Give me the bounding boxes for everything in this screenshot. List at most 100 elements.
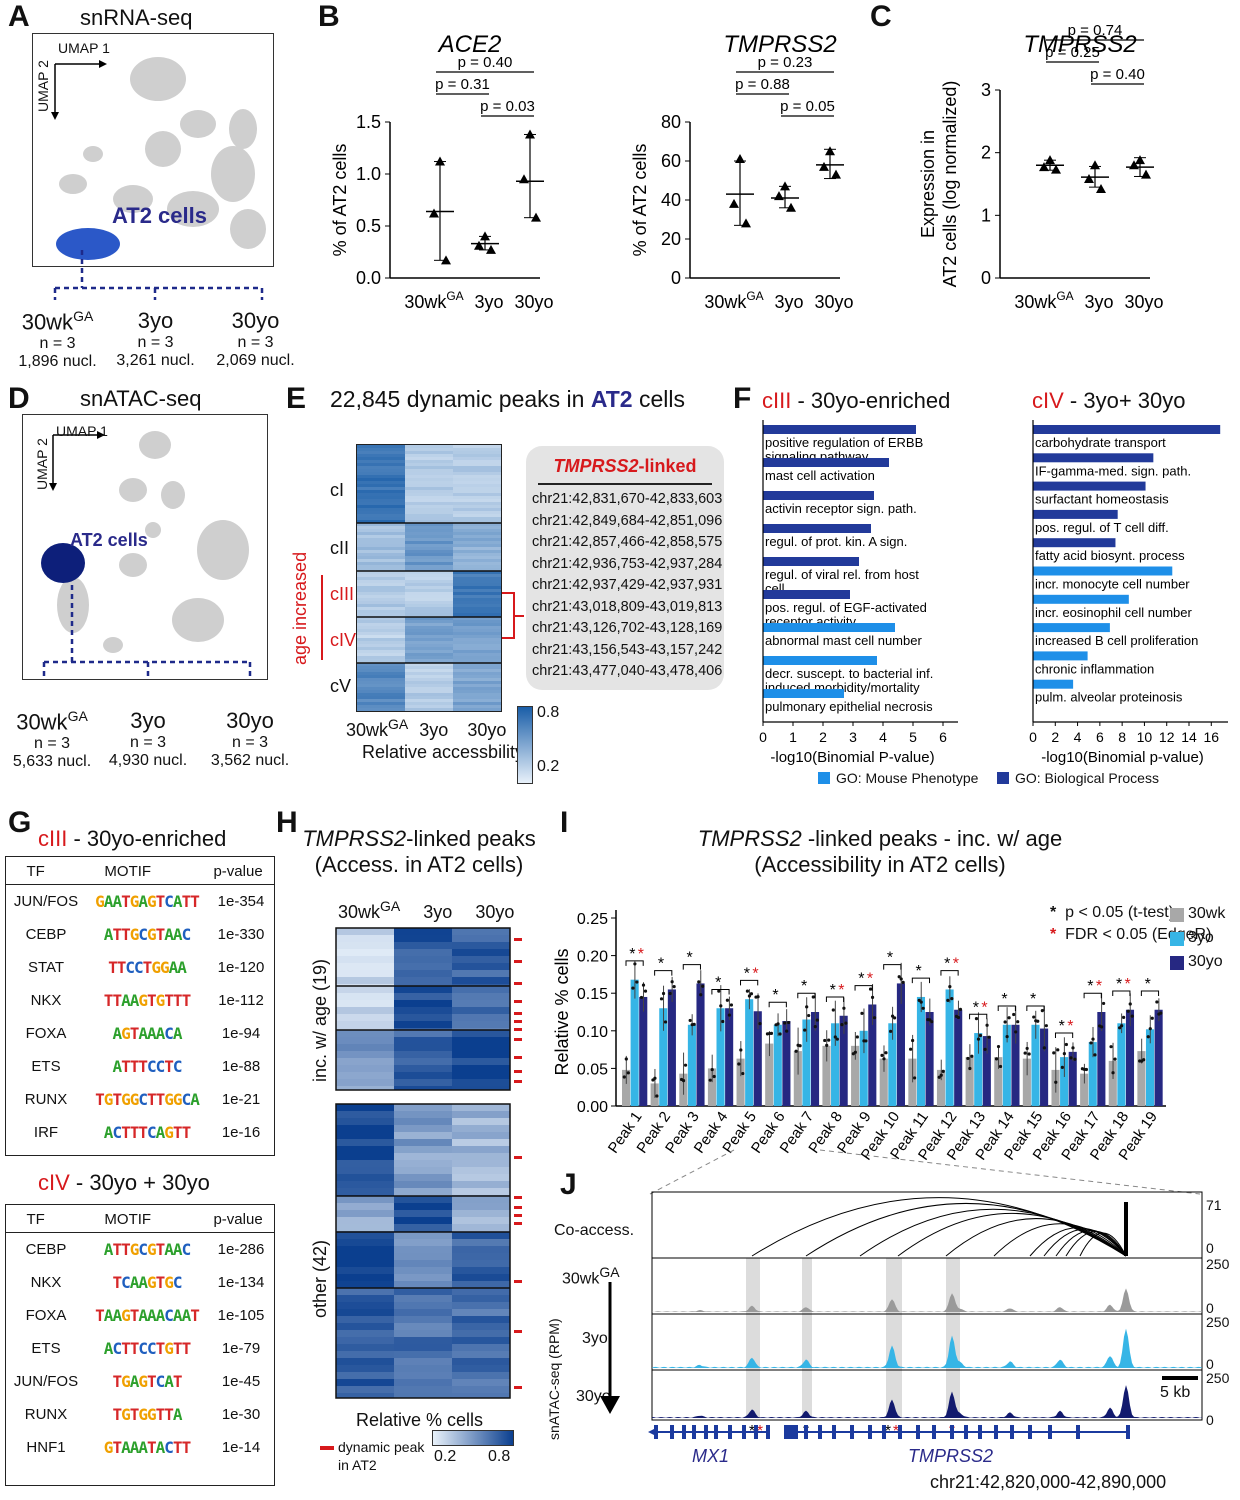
dynamic-peak-mark: [514, 1070, 522, 1073]
pvalue-label: p = 0.88: [735, 76, 790, 93]
bar-point: [783, 1021, 787, 1025]
data-point: [780, 181, 790, 191]
motif-logo: TCAAGTGC: [112, 1273, 182, 1292]
heatmap-cell: [405, 650, 453, 653]
bar-point: [815, 1018, 819, 1022]
x-tick-label: 30yo: [514, 292, 553, 312]
heatmap-cell: [405, 708, 453, 711]
group-a-30yo: 30yo n = 3 2,069 nucl.: [216, 308, 295, 369]
heatmap-cell: [357, 650, 405, 653]
heatmap-cell: [357, 675, 405, 678]
heatmap-h-cell: [452, 949, 510, 956]
heatmap-cell: [453, 595, 501, 598]
heatmap-cell: [453, 520, 501, 523]
heatmap-h-cell: [336, 956, 394, 963]
heatmap-cell: [405, 457, 453, 460]
motif-table-1: TF MOTIF p-value JUN/FOS GAATGAGTCATT 1e-354 C…: [5, 856, 275, 1156]
colorbar-h-min: 0.2: [434, 1448, 457, 1465]
y-tick-label: 40: [661, 190, 681, 210]
go-term-label: mast cell activation: [765, 468, 875, 483]
bar: [868, 1004, 877, 1106]
go-enrichment-charts: positive regulation of ERBB signaling pat…: [759, 420, 1228, 766]
bar: [896, 983, 905, 1106]
sig-bracket: [1112, 990, 1131, 996]
heatmap-cell: [405, 493, 453, 496]
data-point: [1096, 184, 1106, 194]
motif-logo: GAATGAGTCATT: [95, 892, 200, 911]
heatmap-cell: [453, 641, 501, 644]
heatmap-h-cell: [336, 1323, 394, 1330]
heatmap-cell: [405, 638, 453, 641]
heatmap-cell: [405, 550, 453, 553]
heatmap-cell: [453, 499, 501, 502]
data-point: [1084, 173, 1094, 183]
bar-point: [970, 1054, 974, 1058]
go-x-tick-label: 0: [1029, 729, 1037, 745]
bar: [936, 1069, 946, 1106]
motif-row: RUNX TGTGGTTA 1e-30: [24, 1405, 261, 1424]
bar-point: [1109, 1045, 1113, 1049]
heatmap-cell: [405, 466, 453, 469]
panel-f-right-title: cIV - 3yo+ 30yo: [1032, 388, 1186, 413]
heatmap-cell: [357, 586, 405, 589]
heatmap-cell: [405, 595, 453, 598]
heatmap-h-cell: [452, 1224, 510, 1231]
bar-point: [708, 1078, 712, 1082]
heatmap-cell: [357, 568, 405, 571]
motif-row: RUNX TGTGGCTTGGCA 1e-21: [24, 1090, 261, 1109]
go-bar: [1033, 566, 1173, 576]
coaccess-arc: [1055, 1230, 1127, 1257]
x-tick-label: 30yo: [814, 292, 853, 312]
heatmap-cell: [453, 708, 501, 711]
heatmap-h-cell: [336, 1358, 394, 1365]
heatmap-cell: [357, 647, 405, 650]
heatmap-cell: [405, 478, 453, 481]
go-x-tick-label: 0: [759, 729, 767, 745]
bar: [994, 1057, 1003, 1106]
heatmap-h-cell: [394, 1288, 452, 1295]
bar-point: [719, 1004, 723, 1008]
heatmap-h-cell: [452, 1309, 510, 1316]
heatmap-h-cell: [336, 1224, 394, 1231]
heatmap-h-cell: [394, 1393, 452, 1398]
heatmap-cell: [357, 577, 405, 580]
heatmap-h-cell: [452, 1167, 510, 1174]
sig-star: *: [1116, 976, 1122, 993]
heatmap-cell: [357, 589, 405, 592]
heatmap-cell: [357, 481, 405, 484]
bar: [810, 1012, 820, 1106]
exon: [784, 1425, 798, 1439]
bar-y-tick-label: 0.05: [577, 1061, 608, 1078]
bar-point: [996, 1044, 1001, 1049]
panel-label-a: A: [8, 0, 30, 33]
bar-point: [909, 1047, 913, 1051]
y-tick-label: 80: [661, 112, 681, 132]
heatmap-cell: [405, 502, 453, 505]
go-bar: [763, 656, 877, 665]
bar: [1117, 1023, 1126, 1106]
go-x-tick-label: 4: [1074, 729, 1082, 745]
bar-point: [813, 1025, 817, 1029]
heatmap-h-cell: [394, 1372, 452, 1379]
go-bar: [763, 458, 889, 467]
highlight-region: [946, 1258, 960, 1418]
heatmap-h-cell: [452, 1288, 510, 1295]
heatmap-h-cell: [336, 1014, 394, 1021]
heatmap-cell: [357, 517, 405, 520]
heatmap-h-cell: [394, 1160, 452, 1167]
exon: [994, 1425, 998, 1439]
sig-bracket: [654, 970, 673, 976]
heatmap-h-cell: [394, 977, 452, 984]
bar: [1031, 1024, 1040, 1106]
bar-point: [835, 1037, 839, 1041]
heatmap-cell: [405, 647, 453, 650]
bar-point: [968, 1066, 972, 1071]
heatmap-h-cell: [336, 1030, 394, 1037]
heatmap-h-cell: [336, 1351, 394, 1358]
heatmap-cell: [357, 463, 405, 466]
bar-point: [803, 1028, 807, 1032]
heatmap-h-cell: [452, 1253, 510, 1260]
scale-track3-max: 250: [1206, 1370, 1230, 1386]
bar-point: [1089, 1041, 1093, 1045]
heatmap-cell: [453, 502, 501, 505]
